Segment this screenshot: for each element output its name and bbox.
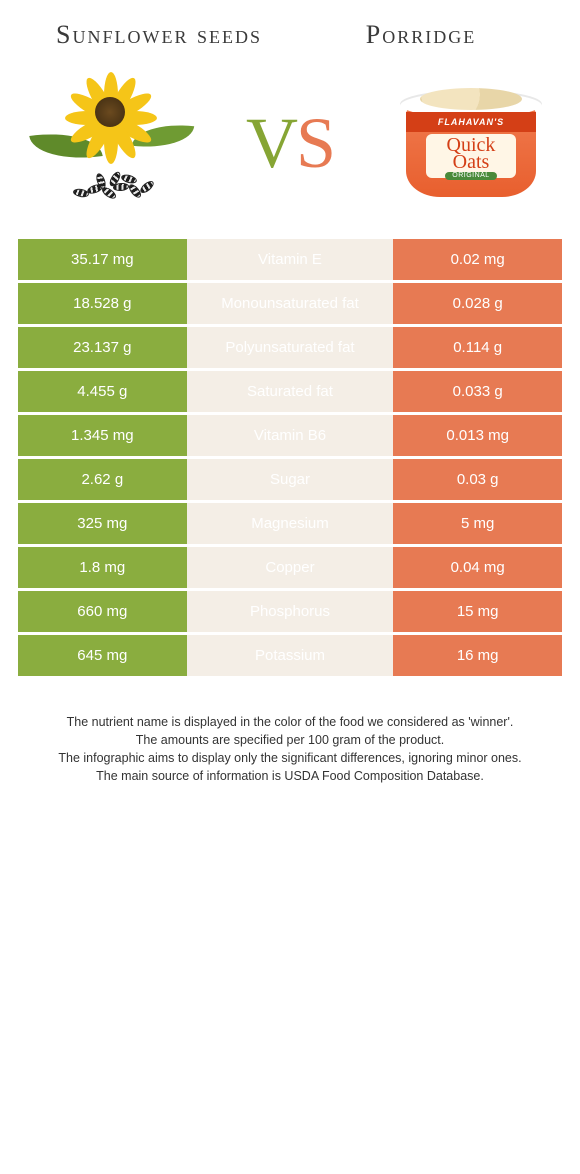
- left-food-title: Sunflower seeds: [28, 20, 290, 50]
- nutrient-label-cell: Magnesium: [187, 503, 394, 544]
- table-row: 1.8 mgCopper0.04 mg: [18, 547, 562, 588]
- seed-icon: [138, 179, 155, 195]
- nutrient-label-cell: Sugar: [187, 459, 394, 500]
- footnote-line: The nutrient name is displayed in the co…: [24, 713, 556, 731]
- cup-product-label: Quick Oats ORIGINAL: [426, 134, 516, 178]
- nutrient-comparison-table: 35.17 mgVitamin E0.02 mg18.528 gMonounsa…: [18, 236, 562, 679]
- nutrient-label-cell: Potassium: [187, 635, 394, 676]
- left-value-cell: 35.17 mg: [18, 239, 187, 280]
- nutrient-label-cell: Monounsaturated fat: [187, 283, 394, 324]
- vs-s: S: [296, 103, 334, 183]
- table-row: 325 mgMagnesium5 mg: [18, 503, 562, 544]
- table-row: 660 mgPhosphorus15 mg: [18, 591, 562, 632]
- table-row: 1.345 mgVitamin B60.013 mg: [18, 415, 562, 456]
- right-value-cell: 0.114 g: [393, 327, 562, 368]
- table-row: 4.455 gSaturated fat0.033 g: [18, 371, 562, 412]
- left-value-cell: 2.62 g: [18, 459, 187, 500]
- header-titles: Sunflower seeds Porridge: [18, 20, 562, 50]
- vs-label: VS: [246, 107, 334, 179]
- left-value-cell: 645 mg: [18, 635, 187, 676]
- right-value-cell: 15 mg: [393, 591, 562, 632]
- table-row: 23.137 gPolyunsaturated fat0.114 g: [18, 327, 562, 368]
- hero-row: VS FLAHAVAN'S Quick Oats ORIGINAL: [18, 78, 562, 208]
- nutrient-label-cell: Saturated fat: [187, 371, 394, 412]
- table-row: 2.62 gSugar0.03 g: [18, 459, 562, 500]
- footnotes: The nutrient name is displayed in the co…: [18, 713, 562, 786]
- footnote-line: The infographic aims to display only the…: [24, 749, 556, 767]
- footnote-line: The amounts are specified per 100 gram o…: [24, 731, 556, 749]
- table-row: 18.528 gMonounsaturated fat0.028 g: [18, 283, 562, 324]
- cup-label-line2: Oats: [453, 151, 490, 173]
- nutrient-label-cell: Phosphorus: [187, 591, 394, 632]
- right-value-cell: 16 mg: [393, 635, 562, 676]
- table-row: 35.17 mgVitamin E0.02 mg: [18, 239, 562, 280]
- right-value-cell: 0.028 g: [393, 283, 562, 324]
- cup-variant-badge: ORIGINAL: [445, 172, 497, 180]
- right-value-cell: 0.02 mg: [393, 239, 562, 280]
- nutrient-label-cell: Vitamin B6: [187, 415, 394, 456]
- nutrient-label-cell: Vitamin E: [187, 239, 394, 280]
- right-value-cell: 5 mg: [393, 503, 562, 544]
- footnote-line: The main source of information is USDA F…: [24, 767, 556, 785]
- left-value-cell: 1.345 mg: [18, 415, 187, 456]
- sunflower-seeds-image: [24, 78, 194, 208]
- seed-pile: [73, 157, 163, 197]
- flower-center-icon: [95, 97, 125, 127]
- nutrient-label-cell: Copper: [187, 547, 394, 588]
- vs-v: V: [246, 103, 296, 183]
- right-value-cell: 0.03 g: [393, 459, 562, 500]
- left-value-cell: 18.528 g: [18, 283, 187, 324]
- right-value-cell: 0.04 mg: [393, 547, 562, 588]
- left-value-cell: 325 mg: [18, 503, 187, 544]
- right-value-cell: 0.013 mg: [393, 415, 562, 456]
- porridge-image: FLAHAVAN'S Quick Oats ORIGINAL: [386, 78, 556, 208]
- right-food-title: Porridge: [290, 20, 552, 50]
- left-value-cell: 23.137 g: [18, 327, 187, 368]
- left-value-cell: 1.8 mg: [18, 547, 187, 588]
- cup-brand-banner: FLAHAVAN'S: [406, 112, 536, 132]
- table-row: 645 mgPotassium16 mg: [18, 635, 562, 676]
- left-value-cell: 660 mg: [18, 591, 187, 632]
- left-value-cell: 4.455 g: [18, 371, 187, 412]
- nutrient-label-cell: Polyunsaturated fat: [187, 327, 394, 368]
- sunflower-illustration: [29, 83, 189, 203]
- oats-cup-illustration: FLAHAVAN'S Quick Oats ORIGINAL: [396, 80, 546, 205]
- right-value-cell: 0.033 g: [393, 371, 562, 412]
